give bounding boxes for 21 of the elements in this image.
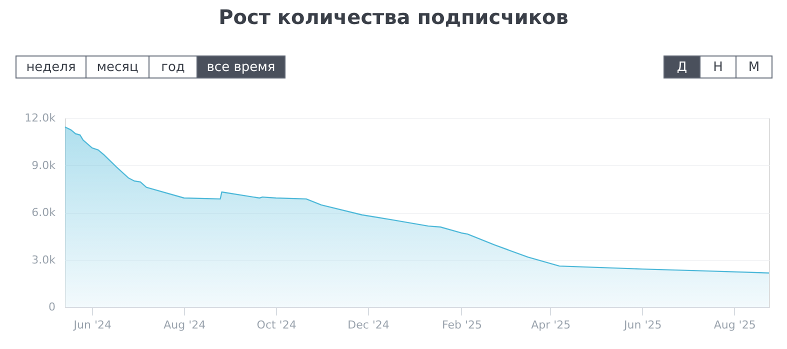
chart-title: Рост количества подписчиков — [218, 5, 568, 29]
x-tick-label: Feb '25 — [442, 318, 482, 332]
y-tick-label: 6.0k — [32, 206, 56, 219]
x-tick-label: Apr '25 — [531, 318, 571, 332]
x-tick-label: Oct '24 — [256, 318, 296, 332]
x-tick-label: Aug '24 — [164, 318, 206, 332]
y-tick-label: 9.0k — [32, 158, 56, 172]
text: все время — [206, 60, 276, 75]
text: Д — [676, 60, 688, 75]
y-tick-label: 0 — [48, 300, 56, 314]
text: Н — [713, 60, 723, 75]
text: год — [161, 60, 185, 75]
text: неделя — [26, 60, 76, 75]
x-tick-label: Jun '25 — [623, 318, 662, 332]
x-tick-label: Dec '24 — [348, 318, 390, 332]
y-tick-label: 12.0k — [24, 112, 56, 124]
x-tick-label: Aug '25 — [714, 318, 756, 332]
x-tick-label: Jun '24 — [72, 318, 112, 332]
text: М — [748, 60, 760, 75]
text: месяц — [96, 60, 138, 75]
y-tick-label: 3.0k — [32, 253, 56, 266]
